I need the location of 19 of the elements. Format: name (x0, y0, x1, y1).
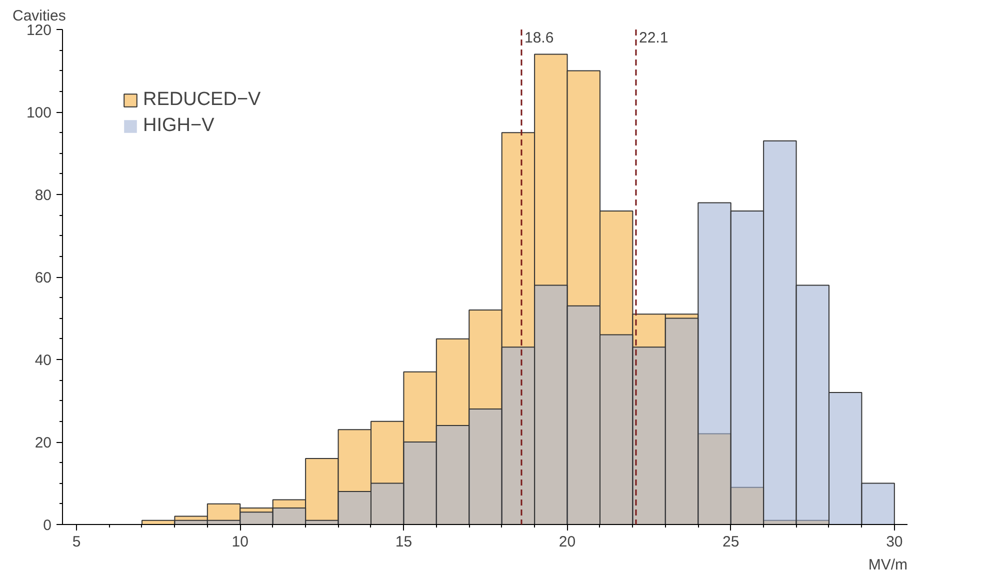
x-tick-label: 25 (722, 534, 740, 550)
legend-label: HIGH−V (143, 115, 214, 137)
y-tick-label: 40 (34, 352, 52, 369)
y-tick-label: 80 (34, 187, 52, 204)
x-axis-title: MV/m (868, 556, 908, 574)
y-tick-label: 20 (34, 434, 52, 452)
y-axis-title: Cavities (12, 8, 66, 24)
y-tick-label: 100 (26, 104, 52, 122)
x-tick-label: 30 (886, 534, 903, 550)
ref-line-label: 22.1 (638, 30, 668, 46)
ref-line-label: 18.6 (524, 30, 554, 46)
x-tick-label: 10 (232, 534, 248, 550)
y-tick-label: 120 (26, 22, 52, 39)
x-tick-label: 15 (395, 534, 412, 550)
legend-label: REDUCED−V (143, 89, 261, 111)
y-tick-label: 60 (34, 270, 52, 286)
x-tick-label: 20 (558, 534, 576, 550)
x-tick-label: 5 (72, 534, 81, 550)
y-tick-label: 0 (43, 517, 52, 534)
